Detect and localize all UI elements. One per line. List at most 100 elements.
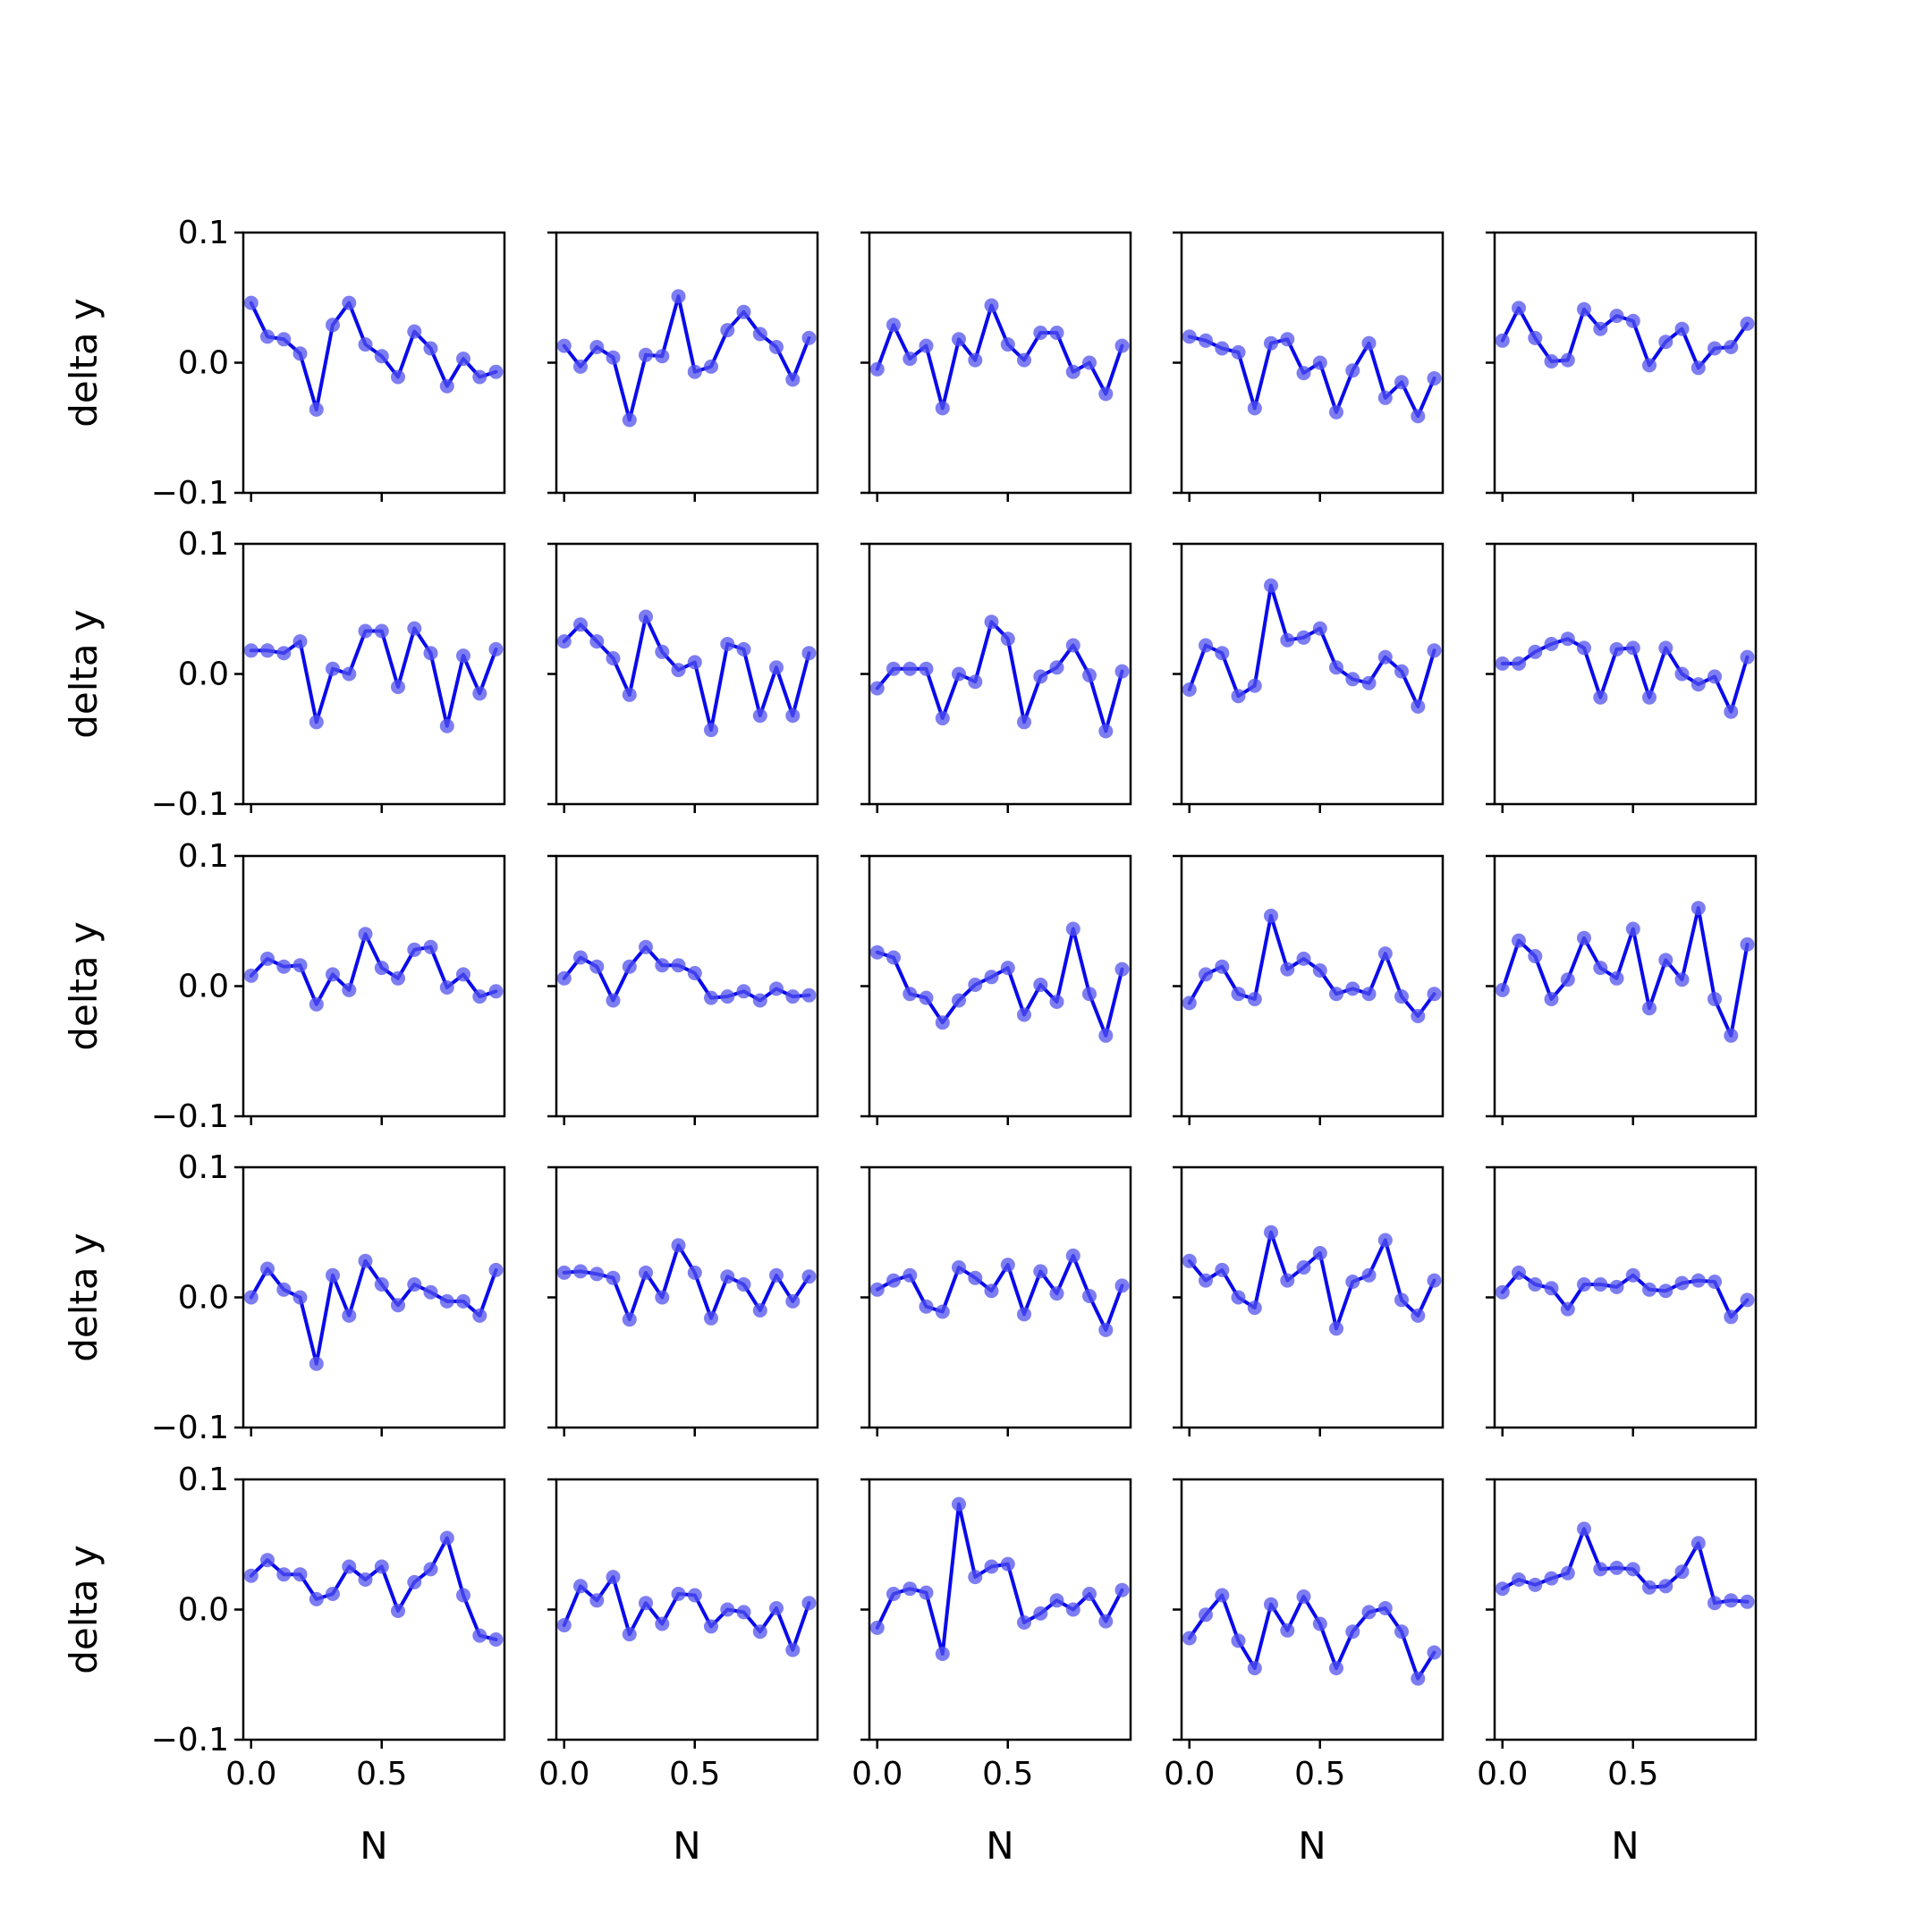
data-point [1560, 631, 1575, 647]
data-point [309, 1356, 324, 1371]
data-point [1199, 967, 1213, 982]
data-point [968, 1270, 983, 1285]
data-point [1528, 949, 1543, 963]
data-point [1577, 640, 1591, 656]
data-point [1740, 1292, 1755, 1308]
data-point [1082, 987, 1097, 1002]
data-point [1296, 630, 1311, 645]
data-point [1609, 1560, 1624, 1575]
data-point [952, 993, 966, 1008]
data-point [1247, 1301, 1262, 1316]
data-point [374, 961, 389, 976]
data-point [391, 369, 405, 385]
y-tick-label: 0.1 [178, 215, 229, 251]
data-point [720, 637, 735, 651]
data-point [326, 1587, 340, 1601]
data-point [260, 951, 275, 966]
data-point [1280, 332, 1295, 347]
data-point [1642, 1001, 1657, 1016]
data-point [1495, 982, 1510, 997]
data-point [1690, 677, 1706, 692]
data-point [573, 617, 588, 632]
data-point [704, 1619, 718, 1634]
data-point [1049, 1286, 1064, 1301]
data-point [671, 1238, 686, 1253]
data-point [573, 1579, 588, 1594]
data-point [292, 346, 308, 361]
data-point [1247, 992, 1262, 1006]
data-point [1264, 1597, 1278, 1612]
data-point [1707, 341, 1722, 356]
data-point [606, 993, 621, 1008]
data-point [1411, 1671, 1426, 1686]
data-point [1577, 1277, 1591, 1292]
series-line [1500, 1270, 1750, 1319]
data-point [342, 982, 357, 997]
data-point [309, 715, 324, 730]
data-point [589, 1593, 605, 1608]
series-line [1500, 1527, 1750, 1606]
x-axis-label: N [673, 1824, 700, 1868]
data-point [342, 666, 357, 682]
panel-r5-c2: 0.0 0.5 N [538, 1478, 819, 1868]
data-point [1674, 1275, 1690, 1291]
data-point [919, 338, 934, 353]
data-point [1264, 908, 1278, 923]
data-point [439, 1293, 454, 1309]
data-point [1231, 1290, 1246, 1305]
series-line [249, 626, 498, 728]
data-point [456, 1293, 470, 1309]
series-line [875, 620, 1124, 733]
data-point [1215, 341, 1230, 356]
data-point [589, 340, 605, 354]
data-point [342, 1559, 357, 1574]
data-point [1182, 1253, 1197, 1268]
data-point [276, 332, 292, 347]
data-point [1280, 1623, 1295, 1638]
data-point [374, 1277, 389, 1292]
data-point [687, 966, 702, 980]
data-point [1724, 340, 1739, 354]
data-point [1280, 1273, 1295, 1288]
data-point [1329, 1321, 1343, 1336]
data-point [1528, 1277, 1543, 1292]
panel-r2-c4 [1173, 542, 1445, 813]
data-point [1593, 690, 1608, 705]
data-point [687, 364, 702, 379]
data-point [374, 349, 389, 364]
data-point [1658, 953, 1674, 968]
data-point [622, 687, 637, 702]
data-point [1182, 996, 1197, 1011]
panel-r4-c4 [1173, 1165, 1445, 1436]
panel-r3-c5 [1486, 854, 1758, 1125]
data-point [902, 352, 918, 367]
series-line [1500, 637, 1750, 714]
data-point [1625, 1562, 1640, 1577]
data-point [769, 340, 784, 354]
data-point [1345, 981, 1360, 996]
series-line [1500, 306, 1750, 370]
data-point [1642, 358, 1657, 373]
data-point [1312, 1246, 1327, 1260]
data-point [276, 1567, 292, 1582]
data-point [1512, 656, 1526, 671]
data-point [720, 1602, 735, 1617]
x-axis-label: N [986, 1824, 1013, 1868]
series-line [1187, 1230, 1436, 1331]
axes-frame [1493, 1165, 1758, 1429]
x-tick-label: 0.5 [1294, 1756, 1345, 1792]
data-point [423, 1284, 438, 1300]
series-line [875, 303, 1124, 411]
data-point [1098, 724, 1114, 739]
axes-frame [242, 854, 506, 1118]
data-point [1577, 301, 1591, 317]
data-point [752, 993, 767, 1008]
data-point [935, 401, 950, 416]
data-point [639, 609, 653, 624]
data-point [1017, 352, 1031, 368]
x-tick-label: 0.5 [982, 1756, 1033, 1792]
data-point [1528, 330, 1543, 345]
y-axis-label: delta y [62, 1545, 106, 1674]
data-point [1098, 1028, 1114, 1043]
